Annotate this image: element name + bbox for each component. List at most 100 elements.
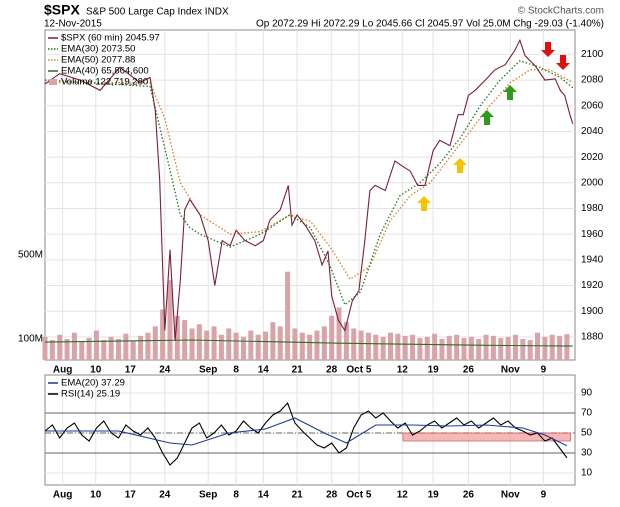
volume-bar (380, 336, 386, 360)
volume-bar (461, 337, 467, 360)
volume-bar (130, 341, 136, 360)
x-tick-label: 28 (326, 365, 338, 376)
arrow-up (503, 85, 517, 100)
volume-bar (292, 328, 298, 360)
x-tick-label: Aug (53, 365, 72, 376)
volume-bar (307, 334, 313, 360)
volume-bar (263, 331, 269, 360)
y-tick-label: 1960 (581, 229, 604, 240)
y-tick-label: 70 (581, 408, 593, 419)
x-tick-label: Aug (53, 490, 72, 501)
volume-bar (490, 335, 496, 360)
credit: © StockCharts.com (518, 6, 604, 17)
volume-bar (270, 322, 276, 360)
x-tick-label: Sep (199, 365, 217, 376)
x-tick-label: 9 (541, 490, 547, 501)
volume-bar (395, 333, 401, 360)
arrow-up (417, 196, 431, 211)
x-tick-label: 24 (159, 365, 171, 376)
x-tick-label: Sep (199, 490, 217, 501)
volume-bar (512, 334, 518, 360)
x-tick-label: 8 (233, 365, 239, 376)
volume-bar (446, 335, 452, 360)
volume-bar (160, 309, 166, 360)
volume-bar (542, 336, 548, 360)
volume-bar (116, 338, 122, 360)
volume-bar (93, 330, 99, 360)
series-line (44, 401, 568, 466)
arrow-up (453, 158, 467, 173)
y-tick-label: 2020 (581, 152, 604, 163)
y2-tick-label: 500M (18, 250, 43, 261)
y2-tick-label: 100M (18, 334, 43, 345)
legend-label: Volume 122,719,280 (61, 77, 148, 88)
volume-bar (123, 333, 129, 360)
volume-bar (505, 336, 511, 360)
panel (44, 374, 576, 486)
volume-bar (218, 334, 224, 360)
volume-bar (424, 336, 430, 360)
x-tick-label: 14 (258, 490, 270, 501)
volume-bar (86, 337, 92, 360)
x-tick-label: 14 (258, 365, 270, 376)
volume-bar (410, 334, 416, 360)
highlight-band (402, 432, 571, 442)
y-tick-label: 1900 (581, 306, 604, 317)
index-name: S&P 500 Large Cap Index INDX (86, 7, 229, 18)
volume-bar (454, 334, 460, 360)
y-tick-label: 50 (581, 428, 593, 439)
volume-bar (468, 336, 474, 360)
volume-bar (549, 334, 555, 360)
arrow-down (556, 55, 570, 70)
volume-bar (483, 334, 489, 360)
volume-bar (64, 338, 70, 360)
annotation-arrows (417, 42, 570, 211)
legend-label: EMA(40) 65,864,600 (61, 66, 149, 77)
x-tick-label: 28 (326, 490, 338, 501)
x-tick-label: Nov (501, 365, 520, 376)
volume-bar (152, 326, 158, 360)
volume-bar (358, 330, 364, 360)
volume-bar (336, 307, 342, 360)
volume-bar (204, 330, 210, 360)
y-tick-label: 2060 (581, 100, 604, 111)
x-tick-label: 21 (292, 490, 304, 501)
quote: Op 2072.29 Hi 2072.29 Lo 2045.66 Cl 2045… (256, 19, 604, 30)
volume-bar (226, 328, 232, 360)
y-tick-label: 1980 (581, 203, 604, 214)
x-tick-label: 12 (397, 365, 409, 376)
y-tick-label: 90 (581, 388, 593, 399)
volume-bar (535, 332, 541, 360)
volume-bar (174, 315, 180, 360)
volume-bar (432, 333, 438, 360)
legend-label: EMA(30) 2073.50 (61, 44, 135, 55)
y-tick-label: 2040 (581, 126, 604, 137)
symbol: $SPX (44, 2, 80, 18)
x-tick-label: Oct 5 (346, 490, 371, 501)
legend-label: RSI(14) 25.19 (61, 389, 120, 400)
y-tick-label: 10 (581, 468, 593, 479)
volume-bar (138, 335, 144, 360)
volume-bar (373, 334, 379, 360)
volume-bar (387, 332, 393, 360)
x-tick-label: Nov (501, 490, 520, 501)
volume-bar (564, 334, 570, 360)
x-tick-label: 8 (233, 490, 239, 501)
series-line (44, 38, 574, 341)
x-tick-label: 10 (90, 365, 102, 376)
x-tick-label: 12 (397, 490, 409, 501)
volume-bar (71, 332, 77, 360)
volume-bar (343, 322, 349, 360)
x-tick-label: 26 (463, 365, 475, 376)
volume-bar (248, 330, 254, 360)
volume-bar (42, 336, 48, 360)
x-tick-label: 19 (428, 490, 440, 501)
volume-bar (527, 340, 533, 360)
x-tick-label: 26 (463, 490, 475, 501)
x-tick-label: 17 (125, 490, 137, 501)
legend-swatch (49, 79, 57, 85)
volume-bar (351, 328, 357, 360)
x-tick-label: Oct 5 (346, 365, 371, 376)
y-tick-label: 30 (581, 448, 593, 459)
